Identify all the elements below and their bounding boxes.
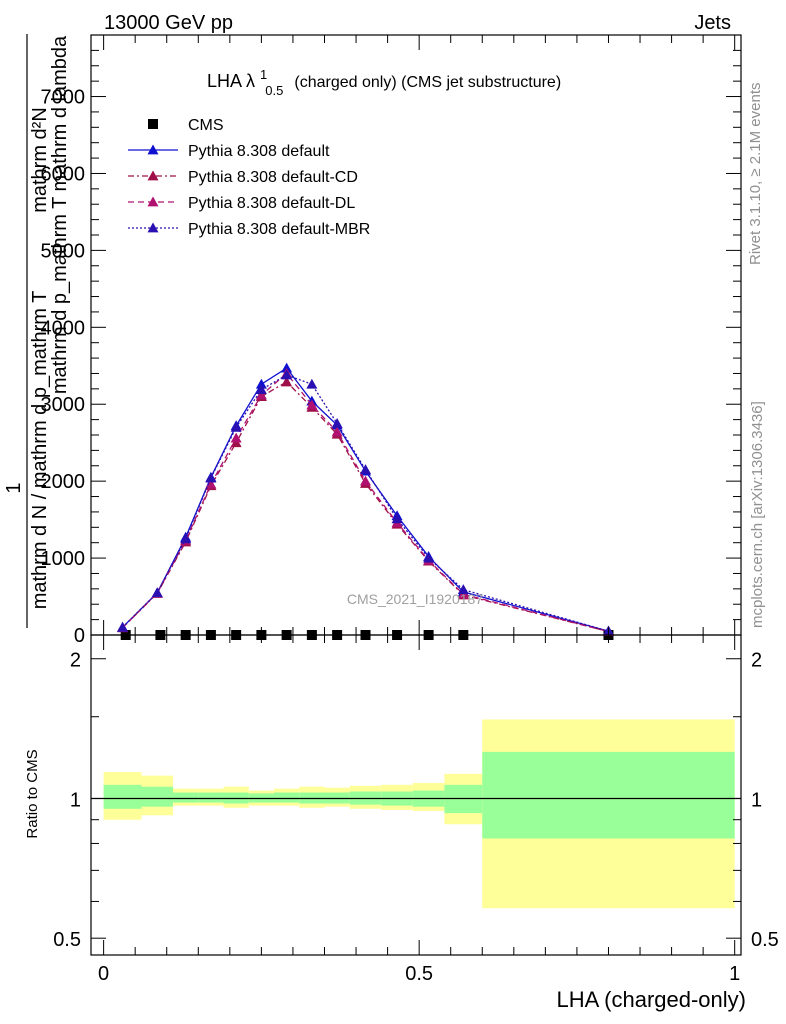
y-tick-label: 2000: [41, 471, 86, 493]
legend-label: Pythia 8.308 default-MBR: [188, 221, 370, 238]
series-4-point: [281, 369, 293, 380]
ratio-y-tick-label-right: 1: [751, 789, 762, 811]
uncertainty-band-inner: [141, 786, 174, 807]
uncertainty-band-inner: [198, 792, 224, 803]
header-right: Jets: [694, 12, 731, 34]
y-axis-label: mathrm d²N mathrm d p_mathrm T mathrm d …: [3, 35, 71, 609]
series-line-1: [122, 367, 609, 632]
legend-marker-square: [148, 119, 158, 129]
legend-marker-triangle: [147, 196, 159, 207]
series-3-point: [205, 478, 217, 489]
series-4-point: [180, 533, 192, 544]
series-line-3: [122, 372, 609, 633]
y-tick-label: 7000: [41, 87, 86, 109]
series-4-point: [306, 378, 318, 389]
y-tick-label: 4000: [41, 317, 86, 339]
legend-label: Pythia 8.308 default-DL: [188, 195, 355, 212]
legend: CMS Pythia 8.308 default Pythia 8.308 defa…: [128, 117, 370, 238]
series-4-point: [423, 552, 435, 563]
series-4-point: [205, 472, 217, 483]
ratio-plot: 0.5 0.5 1 1 2 2 0 0.5 1: [53, 634, 779, 985]
ylabel-line-4: mathrm d N / mathrm d p_mathrm T: [29, 291, 51, 610]
legend-label: Pythia 8.308 default-CD: [188, 169, 358, 186]
series-4-point: [230, 421, 242, 432]
series-4-point: [391, 513, 403, 524]
series-4-point: [457, 584, 469, 595]
series-1-point: [255, 378, 267, 389]
series-3-point: [230, 432, 242, 443]
ratio-y-tick-label-right: 2: [751, 650, 762, 672]
x-tick-label: 1: [729, 963, 740, 985]
watermark: CMS_2021_I1920187: [347, 591, 483, 607]
x-tick-label: 0: [98, 963, 109, 985]
series-3-point: [306, 399, 318, 410]
plot-title: LHA λ 1 0.5 (charged only) (CMS jet subs…: [207, 63, 561, 99]
y-tick-label: 0: [74, 625, 85, 647]
legend-label: CMS: [188, 117, 224, 134]
legend-marker-triangle: [147, 144, 159, 155]
uncertainty-band-inner: [482, 751, 735, 839]
ylabel-line-3: 1: [3, 482, 25, 493]
ratio-ylabel: Ratio to CMS: [24, 749, 41, 838]
x-tick-label: 0.5: [405, 963, 433, 985]
ylabel-line-2: mathrm d p_mathrm T mathrm d lambda: [49, 35, 71, 394]
ratio-y-tick-label-right: 0.5: [751, 929, 779, 951]
legend-marker-triangle: [147, 222, 159, 233]
uncertainty-band-inner: [274, 792, 300, 803]
series-3-point: [360, 475, 372, 486]
series-4-point: [151, 587, 163, 598]
main-plot: 0 1000 2000 3000 4000 5000 6000 7000: [41, 34, 742, 647]
legend-label: Pythia 8.308 default: [188, 143, 330, 160]
ylabel-line-1: mathrm d²N: [29, 107, 51, 213]
header-left: 13000 GeV pp: [104, 12, 233, 34]
uncertainty-band-inner: [103, 784, 142, 809]
ratio-y-tick-label: 2: [70, 650, 81, 672]
series-4-point: [117, 621, 129, 632]
y-tick-label: 6000: [41, 163, 86, 185]
ratio-plot-frame: [90, 634, 742, 956]
series-3-point: [331, 426, 343, 437]
y-tick-label: 3000: [41, 394, 86, 416]
series-4-point: [331, 417, 343, 428]
series-4-point: [360, 464, 372, 475]
ratio-y-tick-label: 1: [70, 789, 81, 811]
rivet-label: Rivet 3.1.10, ≥ 2.1M events: [747, 83, 764, 266]
y-tick-label: 5000: [41, 240, 86, 262]
y-tick-label: 1000: [41, 548, 86, 570]
series-4-point: [255, 384, 267, 395]
ratio-y-tick-label: 0.5: [53, 929, 81, 951]
series-3-point: [255, 389, 267, 400]
series-line-4: [122, 374, 609, 632]
legend-marker-triangle: [147, 170, 159, 181]
series-2-point: [281, 376, 293, 387]
series-1-point: [281, 362, 293, 373]
uncertainty-band-inner: [173, 792, 199, 803]
x-axis-label: LHA (charged-only): [556, 987, 746, 1012]
mcplots-label: mcplots.cern.ch [arXiv:1306.3436]: [749, 401, 766, 628]
